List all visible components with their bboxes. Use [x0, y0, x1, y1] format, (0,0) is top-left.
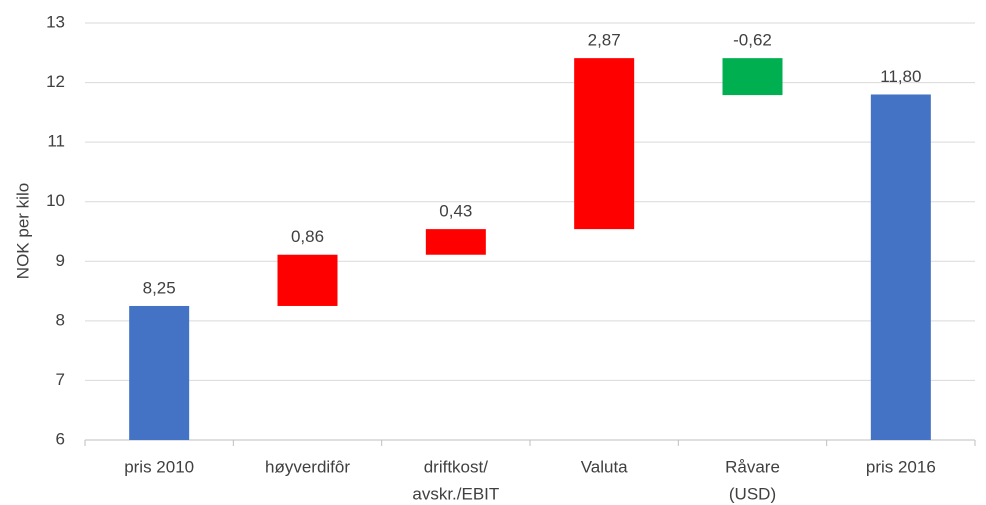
data-label: -0,62 — [733, 31, 772, 50]
y-tick-label: 13 — [46, 12, 65, 31]
y-tick-label: 6 — [56, 429, 65, 448]
bar — [722, 58, 783, 96]
bar — [574, 58, 635, 230]
x-tick-label: høyverdifôr — [265, 457, 350, 476]
data-label: 2,87 — [588, 31, 621, 50]
x-tick-label: (USD) — [729, 484, 776, 503]
x-tick-label: avskr./EBIT — [412, 484, 499, 503]
y-tick-label: 12 — [46, 72, 65, 91]
x-tick-label: Valuta — [581, 457, 628, 476]
x-tick-label: pris 2010 — [124, 457, 194, 476]
data-label: 0,86 — [291, 227, 324, 246]
y-tick-label: 7 — [56, 370, 65, 389]
x-tick-label: Råvare — [725, 457, 780, 476]
y-tick-label: 8 — [56, 310, 65, 329]
y-axis-label: NOK per kilo — [13, 183, 32, 279]
x-tick-label: pris 2016 — [866, 457, 936, 476]
bar — [277, 254, 338, 306]
bar — [425, 229, 486, 255]
x-tick-label: driftkost/ — [424, 457, 489, 476]
data-label: 11,80 — [880, 67, 921, 86]
data-label: 8,25 — [143, 278, 176, 297]
data-label: 0,43 — [439, 202, 472, 221]
bar — [870, 94, 931, 440]
bar — [129, 305, 190, 440]
y-tick-label: 10 — [46, 191, 65, 210]
y-tick-label: 11 — [47, 132, 65, 151]
y-tick-label: 9 — [56, 251, 65, 270]
